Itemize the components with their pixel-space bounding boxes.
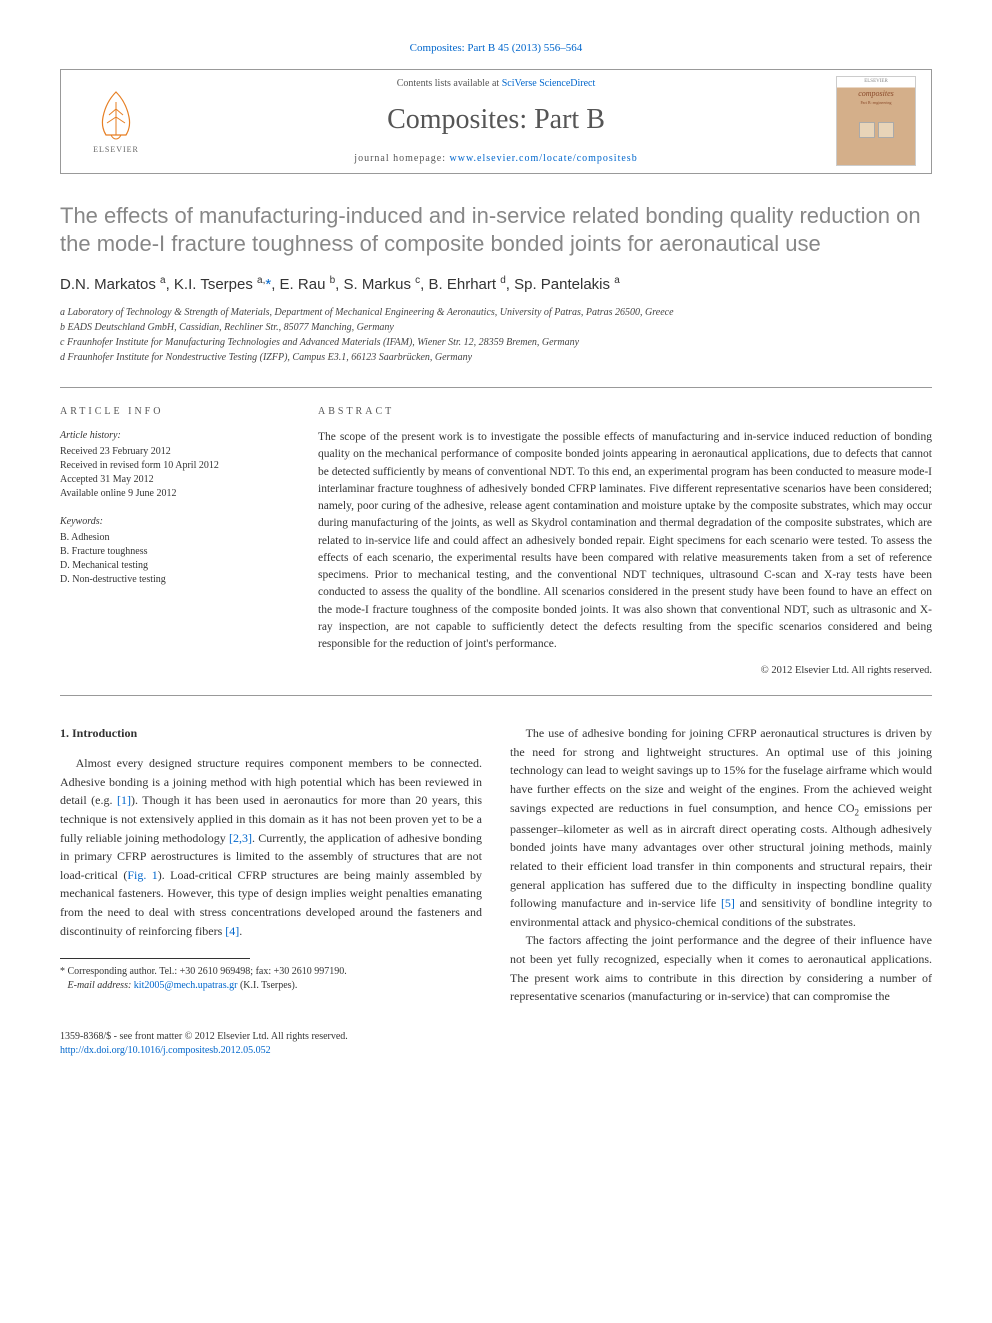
corresponding-email-link[interactable]: kit2005@mech.upatras.gr	[134, 980, 238, 991]
homepage-prefix: journal homepage:	[354, 153, 449, 164]
history-item: Received in revised form 10 April 2012	[60, 459, 290, 473]
corresponding-author-footnote: * Corresponding author. Tel.: +30 2610 9…	[60, 965, 482, 993]
history-item: Available online 9 June 2012	[60, 487, 290, 501]
affiliation-item: d Fraunhofer Institute for Nondestructiv…	[60, 351, 932, 365]
contents-line: Contents lists available at SciVerse Sci…	[397, 76, 596, 91]
email-suffix: (K.I. Tserpes).	[240, 980, 297, 991]
elsevier-tree-icon	[91, 87, 141, 142]
history-list: Received 23 February 2012Received in rev…	[60, 445, 290, 501]
homepage-line: journal homepage: www.elsevier.com/locat…	[354, 151, 637, 166]
contents-prefix: Contents lists available at	[397, 78, 502, 89]
body-col-right: The use of adhesive bonding for joining …	[510, 724, 932, 1006]
article-info-column: ARTICLE INFO Article history: Received 2…	[60, 404, 290, 679]
cover-graphic	[859, 122, 894, 138]
divider	[60, 695, 932, 696]
col1-paras: Almost every designed structure requires…	[60, 754, 482, 940]
journal-homepage-link[interactable]: www.elsevier.com/locate/compositesb	[450, 153, 638, 164]
journal-citation: Composites: Part B 45 (2013) 556–564	[60, 40, 932, 57]
body-columns: 1. Introduction Almost every designed st…	[60, 724, 932, 1006]
keyword-item: D. Non-destructive testing	[60, 573, 290, 587]
cover-publisher: ELSEVIER	[864, 78, 888, 86]
affiliation-list: a Laboratory of Technology & Strength of…	[60, 306, 932, 365]
article-info-label: ARTICLE INFO	[60, 404, 290, 419]
journal-header: ELSEVIER Contents lists available at Sci…	[60, 69, 932, 174]
intro-heading: 1. Introduction	[60, 724, 482, 742]
col2-paras: The use of adhesive bonding for joining …	[510, 724, 932, 1006]
body-paragraph: The factors affecting the joint performa…	[510, 931, 932, 1005]
history-label: Article history:	[60, 429, 290, 443]
abstract-text: The scope of the present work is to inve…	[318, 429, 932, 653]
footnote-marker: *	[60, 966, 65, 977]
keyword-item: D. Mechanical testing	[60, 559, 290, 573]
doi-link[interactable]: http://dx.doi.org/10.1016/j.compositesb.…	[60, 1045, 271, 1056]
journal-cover-area: ELSEVIER composites Part B: engineering	[821, 70, 931, 173]
email-label: E-mail address:	[68, 980, 132, 991]
elsevier-logo: ELSEVIER	[81, 81, 151, 161]
journal-cover: ELSEVIER composites Part B: engineering	[836, 76, 916, 166]
page-footer: 1359-8368/$ - see front matter © 2012 El…	[60, 1030, 932, 1058]
footer-copyright: 1359-8368/$ - see front matter © 2012 El…	[60, 1030, 932, 1044]
body-col-left: 1. Introduction Almost every designed st…	[60, 724, 482, 1006]
affiliation-item: a Laboratory of Technology & Strength of…	[60, 306, 932, 320]
footnote-separator	[60, 958, 250, 959]
abstract-column: ABSTRACT The scope of the present work i…	[318, 404, 932, 679]
footnote-text: Corresponding author. Tel.: +30 2610 969…	[68, 966, 347, 977]
affiliation-item: b EADS Deutschland GmbH, Cassidian, Rech…	[60, 321, 932, 335]
publisher-logo-area: ELSEVIER	[61, 70, 171, 173]
elsevier-label: ELSEVIER	[93, 144, 139, 156]
history-item: Received 23 February 2012	[60, 445, 290, 459]
author-list: D.N. Markatos a, K.I. Tserpes a,*, E. Ra…	[60, 273, 932, 297]
affiliation-item: c Fraunhofer Institute for Manufacturing…	[60, 336, 932, 350]
keywords-label: Keywords:	[60, 515, 290, 529]
keywords-block: Keywords: B. AdhesionB. Fracture toughne…	[60, 515, 290, 587]
body-paragraph: Almost every designed structure requires…	[60, 754, 482, 940]
cover-subtitle: Part B: engineering	[860, 100, 891, 106]
history-item: Accepted 31 May 2012	[60, 473, 290, 487]
journal-citation-link[interactable]: Composites: Part B 45 (2013) 556–564	[410, 42, 583, 54]
journal-name: Composites: Part B	[387, 99, 605, 141]
abstract-copyright: © 2012 Elsevier Ltd. All rights reserved…	[318, 663, 932, 679]
keywords-list: B. AdhesionB. Fracture toughnessD. Mecha…	[60, 531, 290, 587]
article-title: The effects of manufacturing-induced and…	[60, 202, 932, 259]
sciencedirect-link[interactable]: SciVerse ScienceDirect	[502, 78, 596, 89]
info-abstract-row: ARTICLE INFO Article history: Received 2…	[60, 388, 932, 695]
journal-header-center: Contents lists available at SciVerse Sci…	[171, 70, 821, 173]
body-paragraph: The use of adhesive bonding for joining …	[510, 724, 932, 931]
abstract-label: ABSTRACT	[318, 404, 932, 419]
keyword-item: B. Adhesion	[60, 531, 290, 545]
keyword-item: B. Fracture toughness	[60, 545, 290, 559]
cover-title: composites	[858, 88, 894, 100]
article-history: Article history: Received 23 February 20…	[60, 429, 290, 501]
